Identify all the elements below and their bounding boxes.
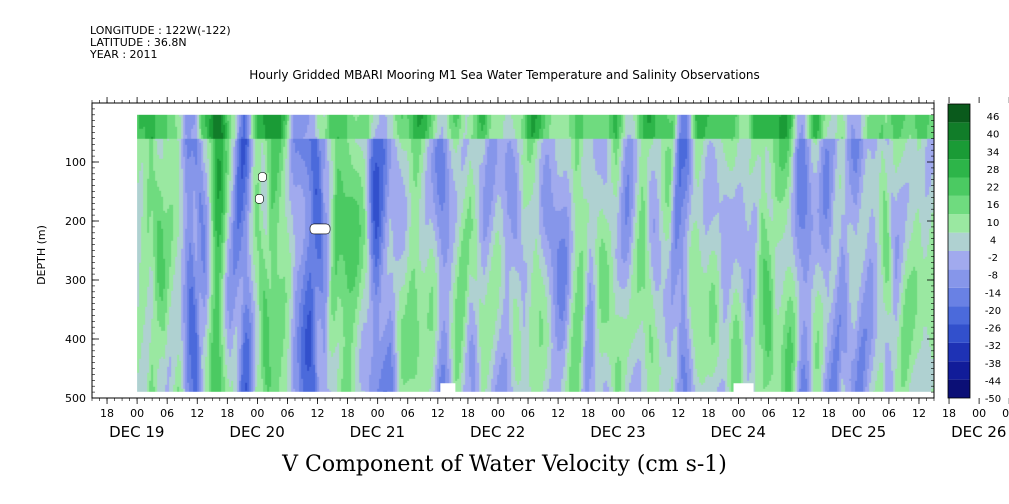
x-tick-label: 12 — [551, 407, 565, 420]
missing-data-patch — [733, 383, 754, 393]
colorbar-label: -14 — [985, 288, 1001, 299]
x-tick-label: 00 — [491, 407, 505, 420]
x-tick-label: 06 — [280, 407, 294, 420]
longitude-label: LONGITUDE : 122W(-122) — [90, 24, 231, 37]
missing-data-patch — [309, 223, 331, 235]
x-tick-label: 18 — [461, 407, 475, 420]
colorbar-label: 40 — [987, 130, 1000, 141]
x-tick-label: 06 — [401, 407, 415, 420]
x-tick-label: 00 — [250, 407, 264, 420]
x-tick-label: 12 — [431, 407, 445, 420]
colorbar-swatch — [948, 251, 970, 270]
colorbar-label: -38 — [985, 359, 1001, 370]
x-tick-label: 00 — [130, 407, 144, 420]
colorbar-swatch — [948, 195, 970, 215]
colorbar-swatch — [948, 269, 970, 288]
colorbar-swatch — [948, 140, 970, 160]
colorbar-swatch — [948, 122, 970, 141]
x-tick-label: 12 — [671, 407, 685, 420]
colorbar-label: 28 — [987, 165, 1000, 176]
x-date-label: DEC 23 — [590, 423, 645, 441]
year-label: YEAR : 2011 — [90, 48, 158, 61]
x-date-label: DEC 26 — [951, 423, 1006, 441]
x-date-label: DEC 19 — [109, 423, 164, 441]
colorbar-label: -50 — [985, 394, 1001, 405]
colorbar-label: 34 — [987, 147, 1000, 158]
chart-title: Hourly Gridded MBARI Mooring M1 Sea Wate… — [249, 68, 760, 82]
colorbar-label: 16 — [987, 200, 1000, 211]
x-date-label: DEC 24 — [711, 423, 766, 441]
x-tick-label: 18 — [942, 407, 956, 420]
heatmap-field — [137, 114, 935, 392]
colorbar-swatch — [948, 361, 970, 380]
colorbar-label: 10 — [987, 218, 1000, 229]
colorbar-swatch — [948, 232, 970, 251]
colorbar-swatch — [948, 379, 970, 398]
colorbar-swatch — [948, 214, 970, 233]
colorbar-label: 46 — [987, 112, 1000, 123]
missing-data-patch — [440, 383, 456, 393]
y-tick-label: 200 — [65, 215, 86, 228]
x-tick-label: 18 — [581, 407, 595, 420]
x-tick-label: 18 — [341, 407, 355, 420]
y-tick-label: 400 — [65, 333, 86, 346]
colorbar-swatch — [948, 287, 970, 307]
colorbar-swatch — [948, 306, 970, 325]
colorbar-label: -8 — [988, 271, 998, 282]
x-date-label: DEC 21 — [350, 423, 405, 441]
x-date-label: DEC 25 — [831, 423, 886, 441]
missing-data-patch — [258, 172, 267, 182]
x-tick-label: 12 — [912, 407, 926, 420]
x-tick-label: 12 — [190, 407, 204, 420]
x-tick-label: 06 — [641, 407, 655, 420]
colorbar-label: -32 — [985, 341, 1001, 352]
latitude-label: LATITUDE : 36.8N — [90, 36, 187, 49]
colorbar-label: -2 — [988, 253, 998, 264]
x-tick-label: 00 — [732, 407, 746, 420]
missing-data-patch — [255, 194, 264, 204]
x-tick-label: 00 — [972, 407, 986, 420]
x-date-label: DEC 20 — [229, 423, 284, 441]
colorbar-swatch — [948, 177, 970, 196]
x-tick-label: 06 — [521, 407, 535, 420]
colorbar-frame — [947, 103, 971, 399]
variable-label: V Component of Water Velocity (cm s-1) — [282, 452, 727, 477]
x-tick-label: 06 — [762, 407, 776, 420]
x-tick-label: 18 — [220, 407, 234, 420]
colorbar-label: -26 — [985, 324, 1001, 335]
colorbar-label: 4 — [990, 235, 996, 246]
x-tick-label: 06 — [160, 407, 174, 420]
colorbar-swatch — [948, 159, 970, 178]
x-tick-label: 06 — [1002, 407, 1009, 420]
y-axis-label: DEPTH (m) — [35, 225, 48, 285]
colorbar-swatch — [948, 342, 970, 362]
x-tick-label: 18 — [822, 407, 836, 420]
colorbar-swatch — [948, 104, 970, 123]
x-tick-label: 18 — [701, 407, 715, 420]
x-tick-label: 12 — [792, 407, 806, 420]
x-tick-label: 00 — [371, 407, 385, 420]
x-tick-label: 00 — [852, 407, 866, 420]
colorbar-label: -20 — [985, 306, 1001, 317]
y-tick-label: 100 — [65, 156, 86, 169]
colorbar-swatch — [948, 324, 970, 343]
x-tick-label: 12 — [311, 407, 325, 420]
y-tick-label: 300 — [65, 274, 86, 287]
x-tick-label: 18 — [100, 407, 114, 420]
x-tick-label: 06 — [882, 407, 896, 420]
colorbar-label: -44 — [985, 376, 1001, 387]
x-tick-label: 00 — [611, 407, 625, 420]
x-date-label: DEC 22 — [470, 423, 525, 441]
y-tick-label: 500 — [65, 392, 86, 405]
colorbar-label: 22 — [987, 183, 1000, 194]
